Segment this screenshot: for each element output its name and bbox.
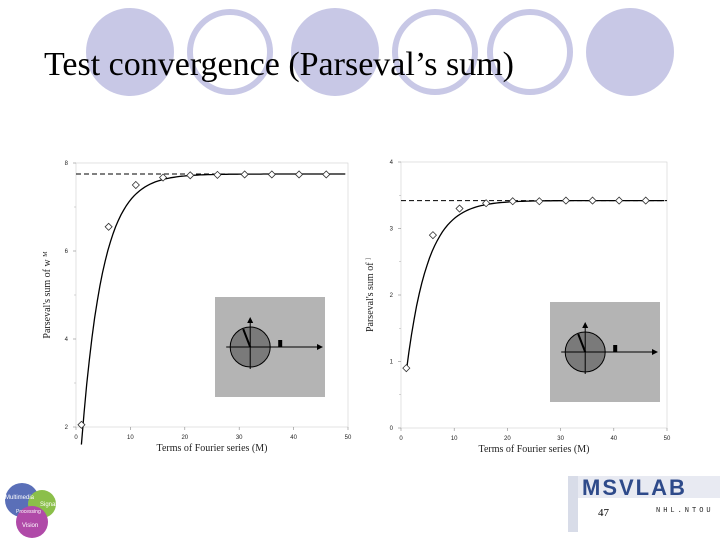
logo-word-4: Vision xyxy=(22,523,38,529)
inset-arrowhead-right xyxy=(652,349,658,355)
logo-word-1: Multimedia xyxy=(5,495,35,501)
data-point-marker xyxy=(561,196,570,205)
y-tick-label: 8 xyxy=(65,161,69,167)
y-tick-label: 4 xyxy=(390,160,394,166)
deco-circle-filled xyxy=(86,8,174,96)
logo-msvlab-text: MSVLAB xyxy=(582,475,687,500)
inset-crack xyxy=(242,328,252,348)
data-point-marker xyxy=(131,180,140,190)
x-tick-label: 50 xyxy=(664,436,671,442)
inset-arrowhead-up xyxy=(582,322,589,328)
deco-circle-filled xyxy=(586,8,674,96)
parseval-chart-w: 2 4 6 8 0 10 20 30 40 50 Terms of Fourier series (… xyxy=(42,161,352,454)
data-point-marker xyxy=(482,199,491,208)
data-point-marker xyxy=(240,170,249,179)
logo-word-3: Processing xyxy=(16,509,41,515)
data-point-marker xyxy=(641,196,650,205)
data-point-marker xyxy=(294,170,304,179)
deco-circle-ring xyxy=(187,9,273,95)
data-point-marker xyxy=(428,231,437,240)
data-point-marker xyxy=(588,196,597,205)
deco-circle-ring xyxy=(392,9,478,95)
decorative-circles xyxy=(86,8,674,96)
inset-crack xyxy=(577,333,587,353)
x-tick-label: 50 xyxy=(345,435,352,441)
x-tick-label: 40 xyxy=(610,436,617,442)
y-tick-label: 3 xyxy=(390,227,394,233)
logo-word-2: Signal xyxy=(40,502,57,508)
x-tick-label: 20 xyxy=(504,436,511,442)
data-point-marker xyxy=(186,171,195,180)
deco-circle-ring xyxy=(487,9,573,95)
slide-title: Test convergence (Parseval’s sum) xyxy=(44,46,515,83)
x-tick-label: 10 xyxy=(127,435,134,441)
x-axis-label: Terms of Fourier series (M) xyxy=(157,443,268,454)
data-point-marker xyxy=(402,364,411,373)
data-point-marker xyxy=(158,173,168,182)
data-point-marker xyxy=(508,197,517,206)
inset-gauge xyxy=(613,345,618,352)
y-axis-label: Parseval's sum of w M xyxy=(42,251,53,339)
data-point-marker xyxy=(77,420,86,429)
y-axis-label-group: Parseval's sum of ] xyxy=(365,258,376,332)
data-point-marker xyxy=(267,170,276,179)
y-tick-label: 4 xyxy=(65,337,69,343)
x-tick-label: 0 xyxy=(399,436,403,442)
inset-arrowhead-right xyxy=(317,344,323,350)
data-point-marker xyxy=(615,196,624,205)
data-point-marker xyxy=(455,204,464,213)
msvlab-logo: MSVLAB NHL.NTOU xyxy=(568,475,720,532)
y-axis-label-sup: ] xyxy=(366,258,372,260)
y-tick-label: 0 xyxy=(390,426,394,432)
data-point-marker xyxy=(535,197,544,206)
deco-circle-filled xyxy=(291,8,379,96)
y-tick-label: 1 xyxy=(390,360,394,366)
logo-bar xyxy=(568,476,578,532)
data-point-marker xyxy=(213,170,222,179)
logo-circle-purple xyxy=(16,506,48,538)
x-tick-label: 10 xyxy=(451,436,458,442)
y-tick-label: 2 xyxy=(390,293,394,299)
logo-subtitle-text: NHL.NTOU xyxy=(656,507,714,515)
inset-gauge xyxy=(278,340,283,347)
x-tick-label: 30 xyxy=(236,435,243,441)
msp-logo: Multimedia Signal Processing Vision xyxy=(5,483,57,538)
y-axis-label-group: Parseval's sum of w M xyxy=(42,251,53,339)
x-tick-label: 40 xyxy=(290,435,297,441)
x-tick-label: 0 xyxy=(74,435,78,441)
inset-arrowhead-up xyxy=(247,317,254,323)
data-point-marker xyxy=(104,222,113,231)
logo-band xyxy=(578,476,720,498)
data-point-marker xyxy=(322,170,331,179)
y-tick-label: 2 xyxy=(65,425,69,431)
y-axis-label: Parseval's sum of ] xyxy=(365,258,376,332)
y-tick-label: 6 xyxy=(65,249,69,255)
x-tick-label: 30 xyxy=(557,436,564,442)
page-number: 47 xyxy=(598,507,609,519)
x-axis-label: Terms of Fourier series (M) xyxy=(479,444,590,455)
x-tick-label: 20 xyxy=(181,435,188,441)
y-axis-label-sup: M xyxy=(43,251,49,257)
